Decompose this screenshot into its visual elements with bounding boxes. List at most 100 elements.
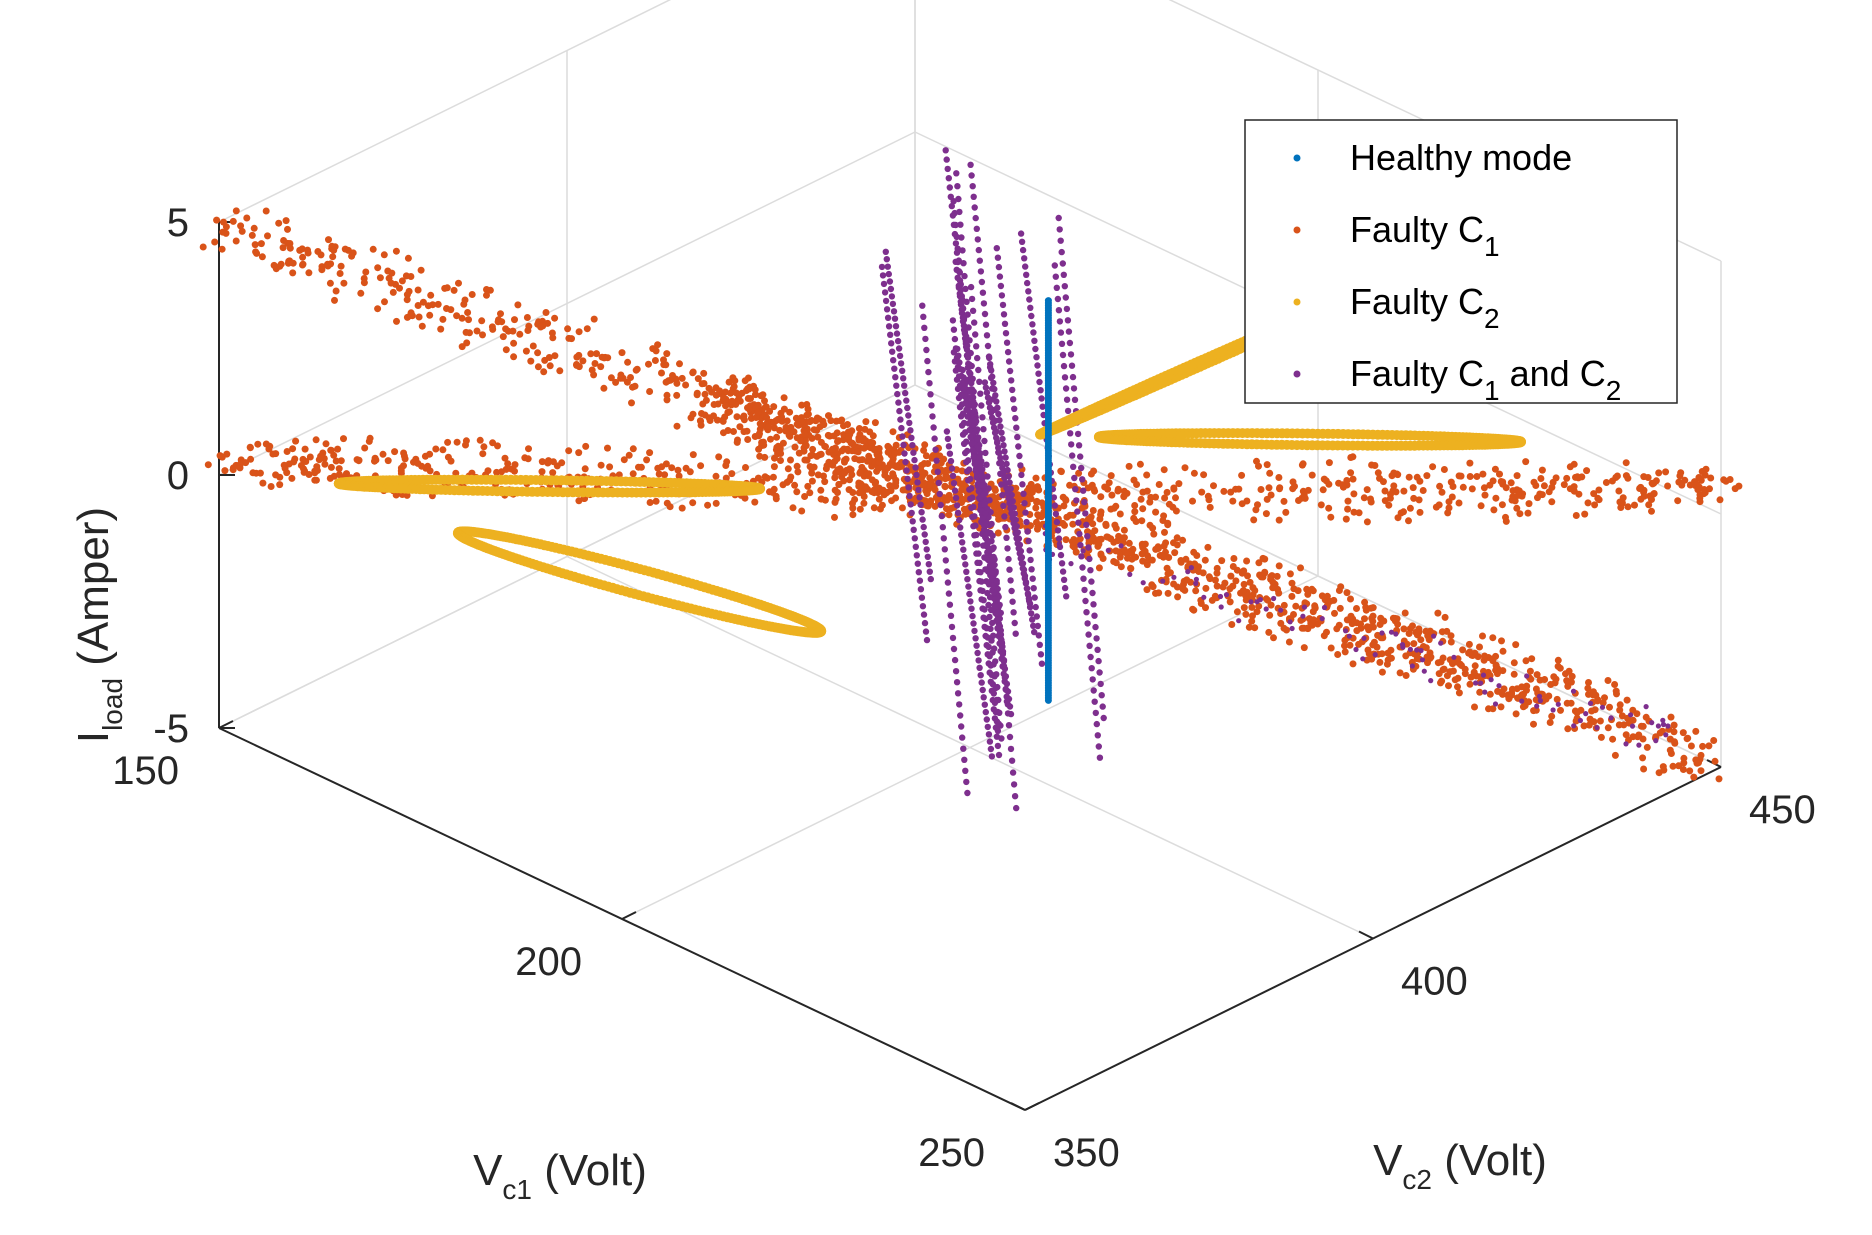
faulty-c1c2-point [1003, 460, 1010, 468]
faulty-c1-point [1149, 583, 1157, 591]
faulty-c1-point [1353, 619, 1361, 627]
faulty-c1-point [780, 405, 788, 413]
faulty-c1c2-point [899, 367, 906, 374]
faulty-c1c2-point [999, 301, 1007, 309]
faulty-c1-point [1489, 634, 1497, 642]
faulty-c1c2-point [934, 468, 941, 475]
faulty-c1-point [770, 463, 778, 471]
faulty-c1c2-point [919, 516, 926, 523]
faulty-c1c2-point [995, 410, 1002, 418]
faulty-c1-point [755, 432, 763, 440]
faulty-c1-point [1705, 742, 1713, 750]
faulty-c1-point [1341, 648, 1349, 656]
faulty-c1-point [1323, 628, 1330, 636]
faulty-c1c2-point [991, 589, 998, 596]
faulty-c1-point [867, 438, 875, 446]
faulty-c1c2-point [1287, 619, 1293, 625]
faulty-c1-point [1425, 636, 1433, 644]
faulty-c1c2-point [949, 472, 957, 479]
faulty-c1-point [1457, 472, 1465, 480]
faulty-c1c2-point [1089, 676, 1096, 683]
faulty-c1c2-point [916, 494, 923, 501]
faulty-c1-point [1601, 694, 1608, 702]
faulty-c1-point [403, 291, 411, 299]
faulty-c1c2-point [897, 360, 905, 367]
faulty-c1-point [1226, 598, 1234, 606]
legend-entry[interactable]: Healthy mode [1350, 137, 1572, 178]
faulty-c1c2-point [950, 221, 958, 228]
legend-entry[interactable]: Faulty C1 [1350, 209, 1500, 262]
faulty-c1-point [317, 452, 325, 460]
faulty-c1-point [849, 511, 857, 519]
faulty-c1c2-point [1033, 613, 1041, 620]
faulty-c1-point [767, 435, 774, 443]
faulty-c1c2-point [965, 420, 972, 427]
faulty-c1c2-point [1000, 311, 1008, 318]
faulty-c1-point [1527, 675, 1535, 683]
legend-entry[interactable]: Faulty C1 and C2 [1350, 353, 1621, 406]
faulty-c1-point [855, 456, 863, 464]
faulty-c1-point [284, 225, 291, 233]
faulty-c1c2-point [886, 278, 894, 285]
faulty-c1-point [1697, 751, 1705, 759]
faulty-c1-point [917, 464, 925, 472]
faulty-c1-point [1200, 471, 1208, 479]
faulty-c1c2-point [957, 221, 964, 228]
faulty-c1c2-point [981, 701, 988, 708]
faulty-c1c2-point [1016, 550, 1023, 557]
faulty-c1-point [728, 470, 736, 478]
faulty-c1-point [326, 474, 334, 482]
faulty-c1c2-point [1010, 609, 1017, 616]
faulty-c1-point [1282, 508, 1290, 516]
faulty-c1c2-point [994, 727, 1002, 734]
chart-legend[interactable]: Healthy mode Faulty C1 Faulty C2 Faulty C1 … [1244, 119, 1678, 406]
faulty-c1c2-point [993, 696, 1000, 704]
faulty-c1-point [865, 470, 873, 478]
faulty-c1c2-point [1055, 535, 1063, 542]
faulty-c1-point [220, 218, 227, 226]
faulty-c1c2-point [1289, 625, 1295, 632]
faulty-c1-point [785, 431, 793, 439]
faulty-c1-point [565, 447, 573, 455]
faulty-c1c2-point [954, 183, 961, 190]
faulty-c1c2-point [921, 324, 928, 331]
faulty-c1c2-point [971, 407, 978, 415]
faulty-c1c2-point [1026, 296, 1033, 303]
legend-entry[interactable]: Faulty C2 [1350, 281, 1500, 334]
faulty-c1c2-point [1653, 738, 1659, 744]
faulty-c1c2-point [953, 249, 961, 256]
faulty-c1c2-point [984, 723, 991, 731]
faulty-c1c2-point [996, 417, 1003, 424]
faulty-c1c2-point [999, 435, 1006, 443]
faulty-c1c2-point [1024, 590, 1032, 597]
faulty-c1-point [710, 401, 718, 408]
faulty-c1-point [1172, 507, 1180, 515]
faulty-c1-point [1139, 488, 1147, 496]
faulty-c1c2-point [1091, 698, 1098, 705]
faulty-c1-point [1546, 719, 1554, 726]
faulty-c1c2-point [1001, 448, 1008, 455]
faulty-c1-point [388, 269, 396, 277]
faulty-c1-point [697, 462, 705, 470]
faulty-c1c2-point [965, 583, 972, 590]
faulty-c1c2-point [967, 283, 975, 291]
faulty-c1-point [618, 349, 626, 357]
faulty-c1-point [372, 456, 380, 464]
faulty-c1c2-point [1223, 592, 1230, 598]
faulty-c1c2-point [885, 323, 893, 330]
faulty-c1c2-point [961, 272, 968, 280]
faulty-c1-point [830, 432, 838, 440]
faulty-c1-point [1492, 661, 1500, 669]
faulty-c1c2-point [1519, 698, 1525, 704]
faulty-c1-point [1445, 504, 1453, 512]
faulty-c1-point [221, 467, 229, 475]
faulty-c1-point [1629, 733, 1637, 741]
faulty-c1-point [575, 449, 583, 457]
faulty-c1c2-point [1089, 589, 1096, 597]
faulty-c1c2-point [1060, 362, 1068, 370]
faulty-c1-point [1575, 490, 1583, 498]
faulty-c1-point [1633, 710, 1641, 718]
faulty-c1c2-point [1006, 703, 1014, 710]
faulty-c1c2-point [920, 611, 928, 618]
faulty-c1c2-point [948, 202, 955, 210]
